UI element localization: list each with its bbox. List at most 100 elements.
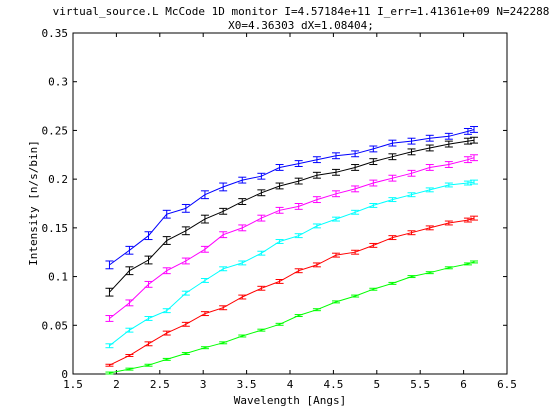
- data-point: [219, 266, 228, 272]
- data-point: [162, 209, 171, 219]
- data-point: [294, 177, 303, 185]
- data-point: [238, 260, 247, 266]
- data-point: [312, 223, 321, 229]
- data-point: [275, 239, 284, 244]
- data-point: [407, 230, 416, 236]
- data-point: [351, 185, 360, 193]
- data-point: [312, 171, 321, 179]
- data-point: [463, 180, 472, 186]
- data-point: [444, 140, 453, 148]
- y-tick-label: 0.25: [42, 124, 69, 137]
- y-tick-label: 0.2: [48, 173, 68, 186]
- data-point: [463, 127, 472, 135]
- data-point: [144, 341, 153, 347]
- data-point: [181, 257, 190, 265]
- data-point: [200, 245, 209, 253]
- data-point: [425, 164, 434, 171]
- x-tick-label: 4.5: [323, 378, 343, 391]
- data-point: [332, 252, 341, 258]
- data-point: [407, 148, 416, 156]
- series-line: [109, 139, 475, 293]
- data-point: [369, 158, 378, 166]
- data-point: [144, 363, 153, 367]
- data-point: [294, 233, 303, 239]
- data-point: [425, 134, 434, 142]
- data-point: [200, 278, 209, 283]
- data-point: [312, 196, 321, 204]
- x-axis-label: Wavelength [Angs]: [234, 394, 347, 407]
- data-point: [275, 278, 284, 284]
- data-point: [463, 217, 472, 223]
- data-point: [444, 161, 453, 168]
- data-point: [294, 160, 303, 167]
- data-point: [312, 262, 321, 268]
- series-3: [105, 154, 479, 322]
- data-point: [162, 267, 171, 275]
- data-point: [407, 192, 416, 198]
- data-point: [105, 260, 114, 270]
- data-point: [181, 352, 190, 356]
- data-point: [351, 164, 360, 171]
- data-point: [312, 308, 321, 312]
- data-point: [444, 220, 453, 226]
- series-4: [105, 179, 479, 349]
- y-tick-label: 0.35: [42, 27, 69, 40]
- data-point: [181, 226, 190, 236]
- data-point: [238, 224, 247, 232]
- data-point: [332, 190, 341, 198]
- data-point: [257, 250, 266, 256]
- data-point: [144, 231, 153, 241]
- data-point: [351, 209, 360, 215]
- data-point: [294, 268, 303, 274]
- data-point: [162, 330, 171, 336]
- data-point: [351, 150, 360, 158]
- data-point: [407, 169, 416, 177]
- data-point: [162, 357, 171, 361]
- series-1: [105, 126, 479, 270]
- data-point: [219, 207, 228, 215]
- data-point: [470, 215, 479, 221]
- y-tick-label: 0.1: [48, 271, 68, 284]
- series-2: [105, 136, 479, 297]
- data-point: [144, 280, 153, 288]
- data-point: [463, 137, 472, 145]
- data-point: [369, 203, 378, 208]
- data-point: [257, 285, 266, 291]
- data-point: [275, 206, 284, 214]
- data-point: [444, 266, 453, 270]
- x-tick-label: 6.5: [497, 378, 517, 391]
- data-point: [332, 300, 341, 304]
- data-point: [369, 145, 378, 153]
- data-point: [144, 255, 153, 265]
- x-tick-label: 2.5: [150, 378, 170, 391]
- data-point: [219, 231, 228, 239]
- y-tick-label: 0.05: [42, 319, 69, 332]
- chart-title: virtual_source.L McCode 1D monitor I=4.5…: [53, 5, 550, 18]
- data-point: [470, 179, 479, 185]
- data-point: [388, 139, 397, 147]
- data-point: [470, 154, 479, 162]
- data-point: [369, 287, 378, 291]
- data-point: [200, 311, 209, 317]
- y-axis: 0 0.05 0.1 0.15 0.2 0.25 0.3 0.35: [42, 27, 507, 381]
- data-point: [125, 327, 134, 333]
- series-5: [105, 215, 479, 367]
- data-point: [125, 367, 134, 371]
- chart-subtitle: X0=4.36303 dX=1.08404;: [228, 19, 374, 32]
- data-point: [219, 341, 228, 345]
- x-tick-label: 5.5: [410, 378, 430, 391]
- data-point: [388, 174, 397, 182]
- data-point: [470, 136, 479, 144]
- series-6: [105, 260, 479, 375]
- data-point: [257, 172, 266, 180]
- data-point: [407, 275, 416, 279]
- data-point: [238, 334, 247, 338]
- series-line: [109, 261, 475, 374]
- data-point: [275, 182, 284, 190]
- data-point: [257, 189, 266, 197]
- data-point: [294, 203, 303, 210]
- data-point: [181, 203, 190, 213]
- data-point: [257, 328, 266, 332]
- data-point: [351, 249, 360, 255]
